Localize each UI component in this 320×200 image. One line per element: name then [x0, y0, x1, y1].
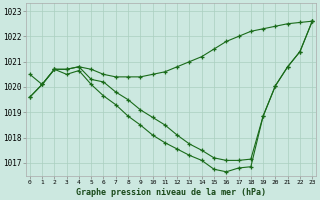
- X-axis label: Graphe pression niveau de la mer (hPa): Graphe pression niveau de la mer (hPa): [76, 188, 266, 197]
